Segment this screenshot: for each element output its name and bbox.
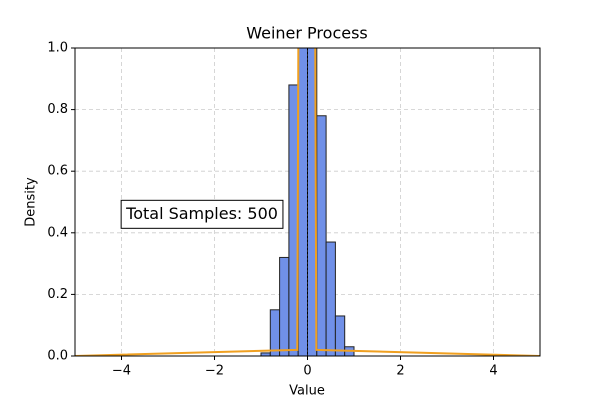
y-tick-label: 0.4 (47, 225, 68, 240)
axes-frame (74, 47, 541, 357)
y-tick-label: 0.2 (47, 287, 68, 302)
x-tick-label: 0 (303, 364, 311, 379)
bar (325, 241, 336, 356)
bar (279, 256, 290, 356)
y-axis-label: Density (24, 177, 39, 227)
y-tick-label: 0.0 (47, 349, 68, 364)
bar (316, 115, 327, 356)
bar (297, 48, 309, 356)
y-tick-label: 0.8 (47, 102, 68, 117)
density-curve (75, 48, 540, 356)
x-tick-label: 4 (489, 364, 497, 379)
annotation: Total Samples: 500 (125, 204, 278, 223)
annotation-box (120, 199, 284, 229)
plot-area (75, 48, 540, 356)
bar (269, 309, 281, 356)
x-tick-label: 2 (396, 364, 404, 379)
x-axis-label: Value (289, 384, 325, 399)
chart-title: Weiner Process (246, 24, 368, 43)
y-tick-label: 1.0 (47, 41, 68, 56)
x-tick-label: −4 (112, 364, 131, 379)
y-tick-label: 0.6 (47, 164, 68, 179)
x-tick-label: −2 (205, 364, 224, 379)
